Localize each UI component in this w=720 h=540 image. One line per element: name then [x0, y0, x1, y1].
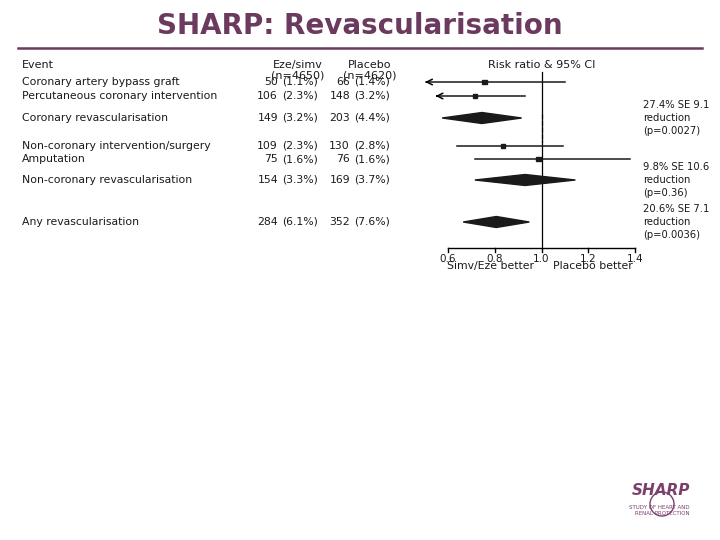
- Text: 109: 109: [257, 141, 278, 151]
- Text: Non-coronary intervention/surgery: Non-coronary intervention/surgery: [22, 141, 211, 151]
- Text: 1.4: 1.4: [626, 254, 643, 264]
- Text: (3.3%): (3.3%): [282, 175, 318, 185]
- Text: Any revascularisation: Any revascularisation: [22, 217, 139, 227]
- Text: Non-coronary revascularisation: Non-coronary revascularisation: [22, 175, 192, 185]
- Text: (3.7%): (3.7%): [354, 175, 390, 185]
- Text: 1.2: 1.2: [580, 254, 597, 264]
- Text: (2.8%): (2.8%): [354, 141, 390, 151]
- Text: 66: 66: [336, 77, 350, 87]
- Text: (1.4%): (1.4%): [354, 77, 390, 87]
- Text: (1.6%): (1.6%): [282, 154, 318, 164]
- Text: Risk ratio & 95% CI: Risk ratio & 95% CI: [488, 60, 595, 70]
- Bar: [536, 157, 541, 161]
- Text: 1.0: 1.0: [534, 254, 550, 264]
- Text: 130: 130: [329, 141, 350, 151]
- Text: 20.6% SE 7.1
reduction
(p=0.0036): 20.6% SE 7.1 reduction (p=0.0036): [643, 204, 709, 240]
- Text: Event: Event: [22, 60, 54, 70]
- Text: Amputation: Amputation: [22, 154, 86, 164]
- Text: 75: 75: [264, 154, 278, 164]
- Text: (2.3%): (2.3%): [282, 91, 318, 101]
- Bar: [482, 80, 487, 84]
- Text: 148: 148: [329, 91, 350, 101]
- Text: (1.6%): (1.6%): [354, 154, 390, 164]
- Text: 154: 154: [257, 175, 278, 185]
- Text: SHARP: Revascularisation: SHARP: Revascularisation: [157, 12, 563, 40]
- Polygon shape: [463, 217, 529, 227]
- Text: (n=4620): (n=4620): [343, 71, 397, 81]
- Text: Percutaneous coronary intervention: Percutaneous coronary intervention: [22, 91, 217, 101]
- Text: 9.8% SE 10.6
reduction
(p=0.36): 9.8% SE 10.6 reduction (p=0.36): [643, 162, 709, 198]
- Text: RENAL PROTECTION: RENAL PROTECTION: [635, 511, 690, 516]
- Text: 149: 149: [257, 113, 278, 123]
- Text: (n=4650): (n=4650): [271, 71, 325, 81]
- Polygon shape: [475, 174, 575, 186]
- Text: 203: 203: [329, 113, 350, 123]
- Text: (1.1%): (1.1%): [282, 77, 318, 87]
- Bar: [500, 144, 505, 149]
- Polygon shape: [442, 112, 521, 124]
- Text: 106: 106: [257, 91, 278, 101]
- Text: Simv/Eze better: Simv/Eze better: [446, 261, 534, 271]
- Text: STUDY OF HEART AND: STUDY OF HEART AND: [629, 505, 690, 510]
- Text: Coronary revascularisation: Coronary revascularisation: [22, 113, 168, 123]
- Text: (3.2%): (3.2%): [282, 113, 318, 123]
- Text: (7.6%): (7.6%): [354, 217, 390, 227]
- Text: 0.8: 0.8: [487, 254, 503, 264]
- Text: Placebo: Placebo: [348, 60, 392, 70]
- Text: (6.1%): (6.1%): [282, 217, 318, 227]
- Text: 284: 284: [257, 217, 278, 227]
- Text: 352: 352: [329, 217, 350, 227]
- Text: 0.6: 0.6: [440, 254, 456, 264]
- Text: SHARP: SHARP: [631, 483, 690, 498]
- Text: Eze/simv: Eze/simv: [273, 60, 323, 70]
- Text: (4.4%): (4.4%): [354, 113, 390, 123]
- Text: 76: 76: [336, 154, 350, 164]
- Bar: [473, 94, 477, 98]
- Text: (3.2%): (3.2%): [354, 91, 390, 101]
- Text: 27.4% SE 9.1
reduction
(p=0.0027): 27.4% SE 9.1 reduction (p=0.0027): [643, 100, 709, 136]
- Text: (2.3%): (2.3%): [282, 141, 318, 151]
- Text: 169: 169: [329, 175, 350, 185]
- Text: 50: 50: [264, 77, 278, 87]
- Text: Placebo better: Placebo better: [553, 261, 633, 271]
- Text: Coronary artery bypass graft: Coronary artery bypass graft: [22, 77, 179, 87]
